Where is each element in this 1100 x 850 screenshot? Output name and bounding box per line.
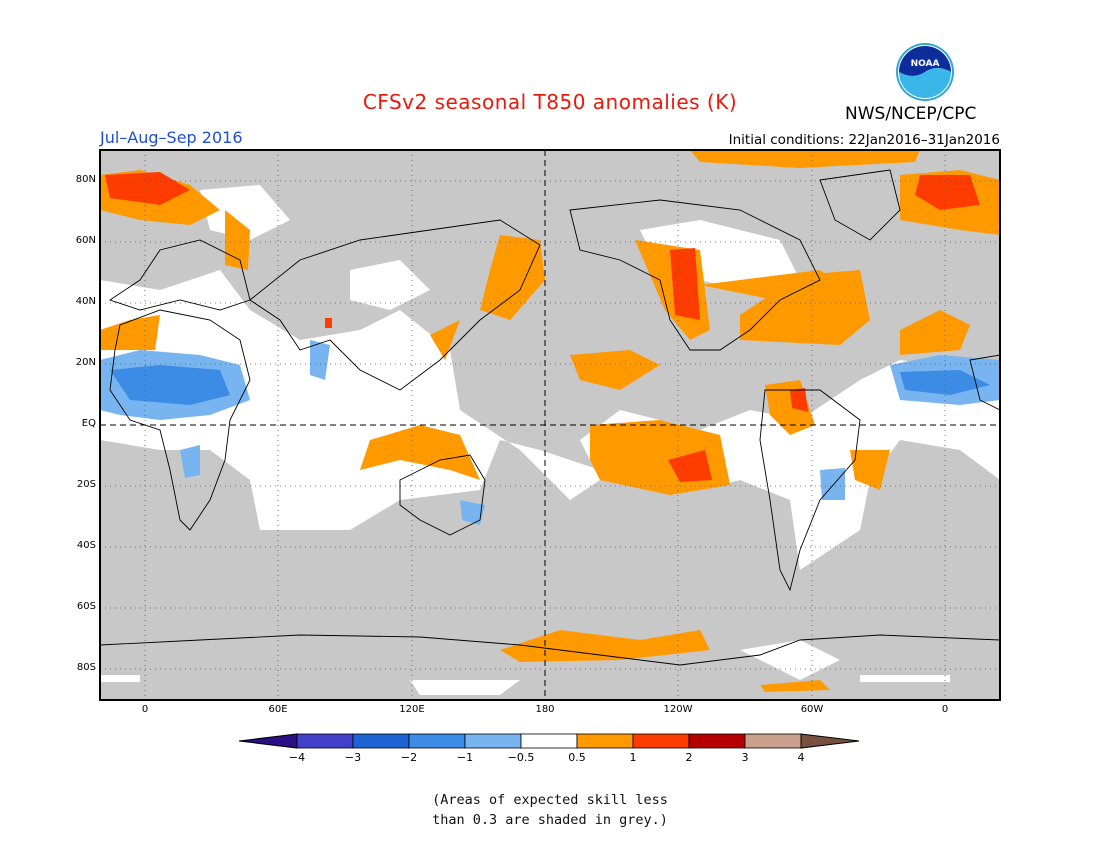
colorbar-swatch [688, 733, 746, 749]
colorbar-swatch [296, 733, 354, 749]
skill-note-line1: (Areas of expected skill less [432, 792, 668, 808]
skill-note-line2: than 0.3 are shaded in grey.) [432, 812, 668, 828]
color-legend: −4 −3 −2 −1 −0.5 0.5 1 2 3 4 [238, 733, 860, 764]
lat-label-80n: 80N [75, 174, 96, 185]
colorbar-low-arrow [238, 733, 298, 749]
lat-label-20n: 20N [75, 357, 96, 368]
moderate-cool-anomaly-regions [110, 365, 990, 405]
lat-label-40n: 40N [75, 296, 96, 307]
colorbar-label: −4 [289, 751, 305, 764]
season-label: Jul–Aug–Sep 2016 [100, 128, 243, 147]
organization-label: NWS/NCEP/CPC [845, 104, 977, 124]
noaa-logo: NOAA [896, 43, 954, 101]
lon-label-120e: 120E [399, 704, 425, 715]
lat-label-60n: 60N [75, 235, 96, 246]
anomaly-map [99, 149, 1001, 701]
colorbar-label: 4 [798, 751, 805, 764]
colorbar-swatch [744, 733, 802, 749]
strong-warm-anomaly-regions [105, 172, 980, 482]
colorbar-label: 3 [742, 751, 749, 764]
colorbar-label: −0.5 [508, 751, 535, 764]
lat-label-40s: 40S [76, 540, 96, 551]
lon-label-0-left: 0 [141, 704, 149, 715]
logo-text: NOAA [911, 59, 940, 69]
colorbar-label: 1 [630, 751, 637, 764]
coastlines [99, 169, 1001, 666]
colorbar-label: −3 [345, 751, 361, 764]
colorbar-label: −2 [401, 751, 417, 764]
colorbar-label: 0.5 [568, 751, 586, 764]
colorbar-swatch [520, 733, 578, 749]
skill-note: (Areas of expected skill less than 0.3 a… [0, 790, 1100, 830]
colorbar-swatch [408, 733, 466, 749]
colorbar-swatch [464, 733, 522, 749]
lon-label-60e: 60E [268, 704, 288, 715]
lat-label-20s: 20S [76, 479, 96, 490]
lat-label-60s: 60S [76, 601, 96, 612]
lon-label-0-right: 0 [941, 704, 949, 715]
colorbar-label: −1 [457, 751, 473, 764]
colorbar-high-arrow [800, 733, 860, 749]
initial-conditions-label: Initial conditions: 22Jan2016–31Jan2016 [728, 132, 1000, 148]
colorbar-swatch [576, 733, 634, 749]
lon-label-120w: 120W [663, 704, 693, 715]
lat-label-80s: 80S [76, 662, 96, 673]
lat-label-eq: EQ [81, 418, 96, 429]
colorbar-swatch [352, 733, 410, 749]
colorbar-label: 2 [686, 751, 693, 764]
colorbar-swatch [632, 733, 690, 749]
lon-label-60w: 60W [800, 704, 824, 715]
map-title: CFSv2 seasonal T850 anomalies (K) [362, 90, 738, 114]
lon-label-180: 180 [535, 704, 555, 715]
